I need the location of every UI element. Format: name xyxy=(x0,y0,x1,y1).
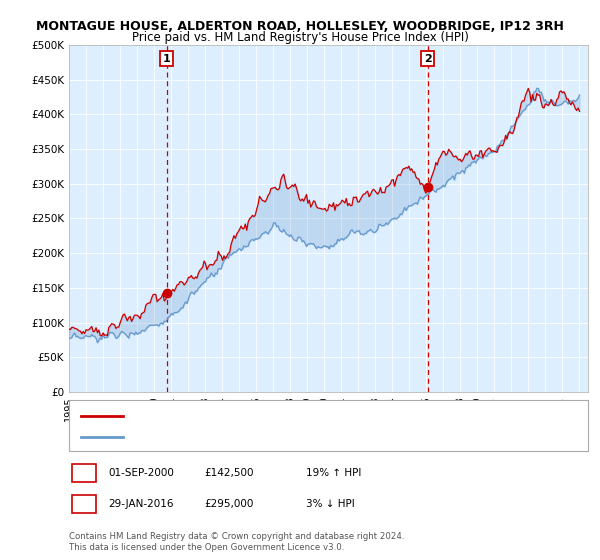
Text: MONTAGUE HOUSE, ALDERTON ROAD, HOLLESLEY, WOODBRIDGE, IP12 3RH: MONTAGUE HOUSE, ALDERTON ROAD, HOLLESLEY… xyxy=(36,20,564,32)
Text: Contains HM Land Registry data © Crown copyright and database right 2024.
This d: Contains HM Land Registry data © Crown c… xyxy=(69,532,404,552)
Text: 2: 2 xyxy=(80,497,88,511)
Text: Price paid vs. HM Land Registry's House Price Index (HPI): Price paid vs. HM Land Registry's House … xyxy=(131,31,469,44)
Text: 2: 2 xyxy=(424,54,431,64)
Text: 3% ↓ HPI: 3% ↓ HPI xyxy=(306,499,355,509)
Text: 1: 1 xyxy=(163,54,171,64)
Text: 19% ↑ HPI: 19% ↑ HPI xyxy=(306,468,361,478)
Text: HPI: Average price, detached house, East Suffolk: HPI: Average price, detached house, East… xyxy=(129,432,367,442)
Text: 01-SEP-2000: 01-SEP-2000 xyxy=(108,468,174,478)
Text: 1: 1 xyxy=(80,466,88,480)
Text: £295,000: £295,000 xyxy=(204,499,253,509)
Text: 29-JAN-2016: 29-JAN-2016 xyxy=(108,499,173,509)
Text: £142,500: £142,500 xyxy=(204,468,253,478)
Text: MONTAGUE HOUSE, ALDERTON ROAD, HOLLESLEY, WOODBRIDGE, IP12 3RH (detached h: MONTAGUE HOUSE, ALDERTON ROAD, HOLLESLEY… xyxy=(129,410,565,421)
